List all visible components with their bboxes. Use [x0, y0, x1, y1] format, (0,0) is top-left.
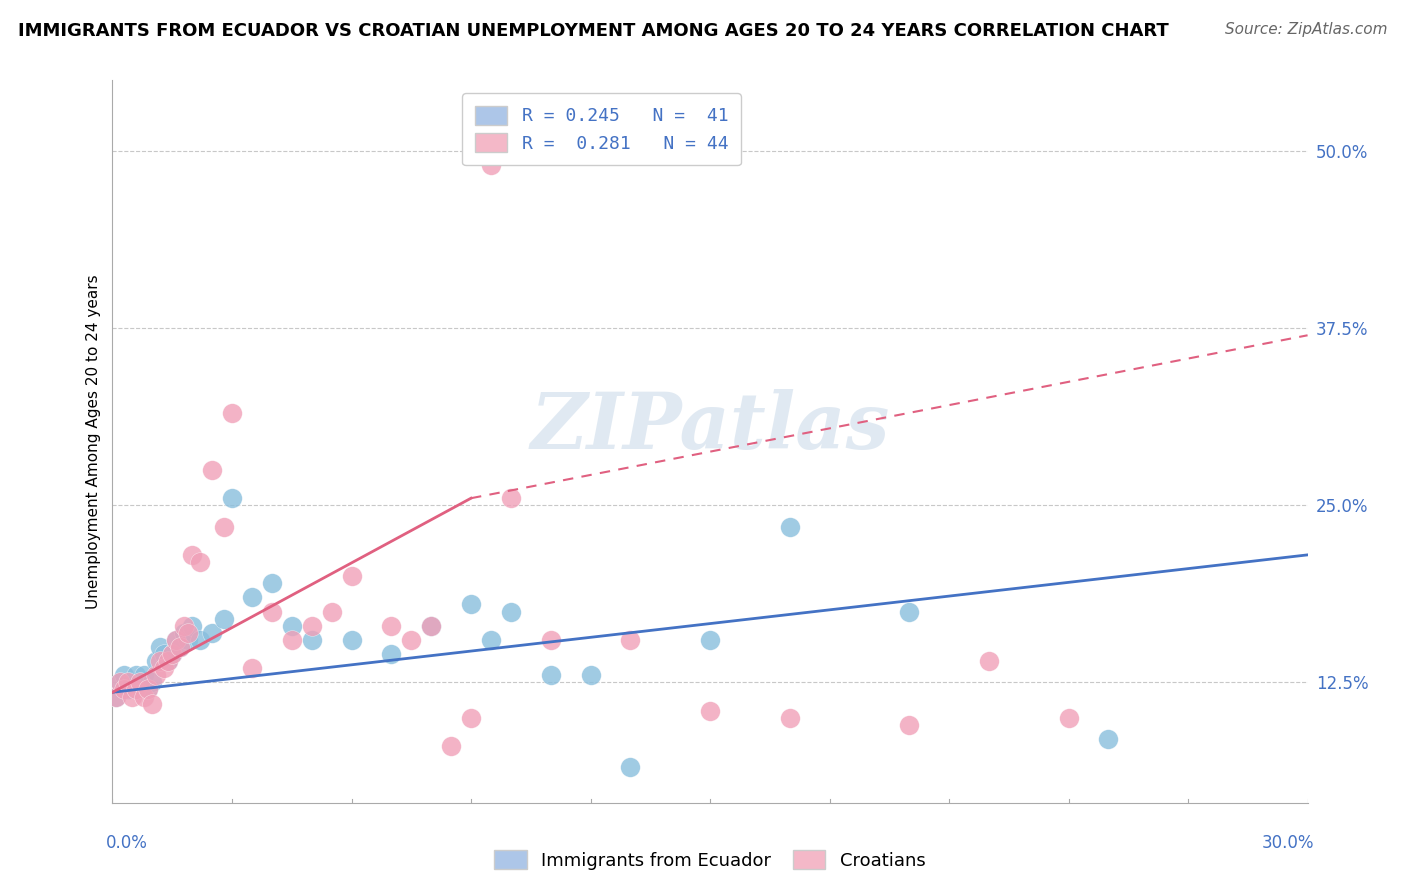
- Point: [281, 632, 304, 647]
- Point: [134, 690, 156, 704]
- Point: [1057, 711, 1080, 725]
- Point: [162, 647, 183, 661]
- Text: ZIPatlas: ZIPatlas: [530, 389, 890, 466]
- Point: [221, 406, 243, 420]
- Point: [699, 632, 721, 647]
- Point: [460, 598, 482, 612]
- Point: [188, 632, 211, 647]
- Point: [117, 682, 139, 697]
- Point: [105, 690, 128, 704]
- Point: [499, 605, 522, 619]
- Point: [153, 661, 176, 675]
- Point: [321, 605, 343, 619]
- Text: 0.0%: 0.0%: [105, 834, 148, 852]
- Point: [173, 625, 195, 640]
- Point: [165, 632, 187, 647]
- Text: Source: ZipAtlas.com: Source: ZipAtlas.com: [1225, 22, 1388, 37]
- Point: [540, 632, 562, 647]
- Point: [380, 647, 402, 661]
- Point: [380, 618, 402, 632]
- Point: [977, 654, 1000, 668]
- Point: [499, 491, 522, 506]
- Point: [540, 668, 562, 682]
- Text: IMMIGRANTS FROM ECUADOR VS CROATIAN UNEMPLOYMENT AMONG AGES 20 TO 24 YEARS CORRE: IMMIGRANTS FROM ECUADOR VS CROATIAN UNEM…: [18, 22, 1168, 40]
- Point: [169, 640, 191, 654]
- Point: [579, 668, 602, 682]
- Point: [129, 675, 152, 690]
- Point: [177, 632, 200, 647]
- Point: [134, 668, 156, 682]
- Point: [145, 654, 167, 668]
- Point: [240, 591, 263, 605]
- Point: [145, 668, 167, 682]
- Point: [121, 690, 143, 704]
- Legend: Immigrants from Ecuador, Croatians: Immigrants from Ecuador, Croatians: [486, 843, 934, 877]
- Point: [779, 519, 801, 533]
- Point: [1097, 732, 1119, 747]
- Point: [105, 690, 128, 704]
- Point: [479, 632, 502, 647]
- Point: [619, 760, 641, 774]
- Point: [779, 711, 801, 725]
- Point: [117, 675, 139, 690]
- Point: [212, 612, 235, 626]
- Point: [114, 682, 135, 697]
- Point: [699, 704, 721, 718]
- Point: [619, 632, 641, 647]
- Point: [188, 555, 211, 569]
- Point: [153, 647, 176, 661]
- Point: [157, 654, 180, 668]
- Point: [401, 632, 423, 647]
- Point: [125, 682, 148, 697]
- Point: [440, 739, 463, 753]
- Point: [138, 682, 160, 697]
- Point: [301, 618, 323, 632]
- Point: [162, 647, 183, 661]
- Point: [181, 618, 204, 632]
- Point: [479, 158, 502, 172]
- Point: [260, 605, 283, 619]
- Point: [114, 668, 135, 682]
- Point: [149, 654, 172, 668]
- Point: [165, 632, 187, 647]
- Point: [260, 576, 283, 591]
- Y-axis label: Unemployment Among Ages 20 to 24 years: Unemployment Among Ages 20 to 24 years: [86, 274, 101, 609]
- Point: [141, 697, 163, 711]
- Point: [201, 463, 224, 477]
- Point: [125, 668, 148, 682]
- Point: [420, 618, 443, 632]
- Point: [301, 632, 323, 647]
- Point: [177, 625, 200, 640]
- Point: [157, 654, 180, 668]
- Point: [173, 618, 195, 632]
- Point: [281, 618, 304, 632]
- Point: [121, 675, 143, 690]
- Point: [169, 640, 191, 654]
- Point: [138, 682, 160, 697]
- Point: [110, 675, 132, 690]
- Point: [110, 675, 132, 690]
- Point: [240, 661, 263, 675]
- Point: [898, 718, 921, 732]
- Point: [420, 618, 443, 632]
- Point: [340, 569, 363, 583]
- Point: [201, 625, 224, 640]
- Text: 30.0%: 30.0%: [1263, 834, 1315, 852]
- Point: [221, 491, 243, 506]
- Point: [129, 675, 152, 690]
- Point: [141, 675, 163, 690]
- Point: [181, 548, 204, 562]
- Point: [460, 711, 482, 725]
- Point: [149, 640, 172, 654]
- Point: [340, 632, 363, 647]
- Point: [898, 605, 921, 619]
- Point: [212, 519, 235, 533]
